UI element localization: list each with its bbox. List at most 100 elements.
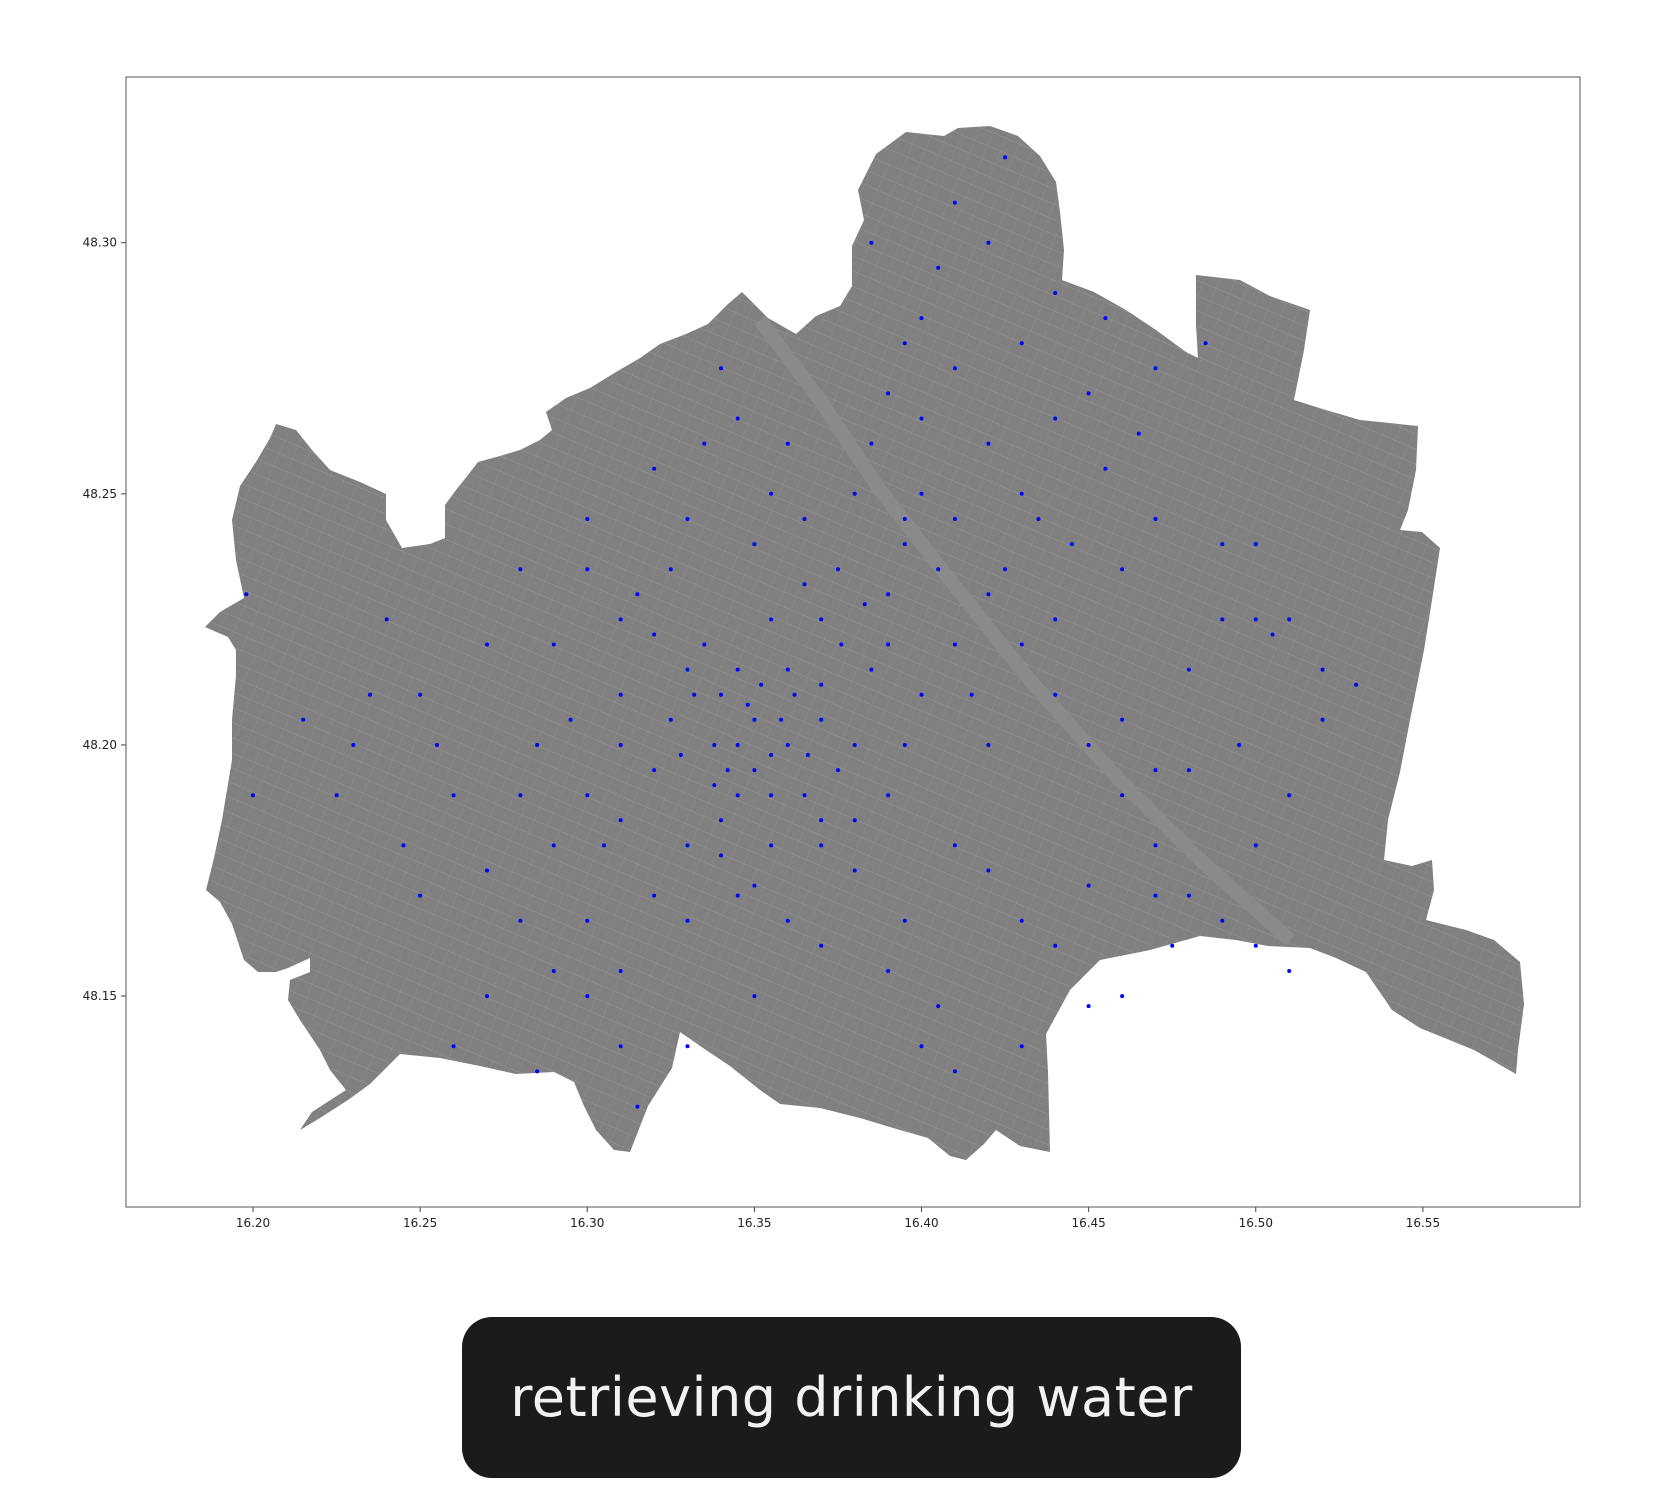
water-point (952, 1069, 957, 1074)
water-point (485, 994, 489, 999)
water-point (1253, 943, 1258, 948)
water-point (802, 582, 807, 587)
water-point (902, 918, 907, 923)
water-point (1203, 341, 1208, 346)
water-point (752, 717, 757, 722)
water-point (852, 868, 857, 873)
water-point (1086, 1004, 1091, 1009)
water-point (1253, 843, 1258, 848)
water-point (852, 818, 857, 823)
water-point (518, 793, 523, 798)
water-point (618, 1044, 623, 1049)
water-point (986, 441, 991, 446)
water-point (668, 717, 673, 722)
water-point (401, 843, 406, 848)
water-point (919, 416, 924, 421)
water-point (485, 642, 489, 647)
water-point (568, 717, 573, 722)
water-point (936, 265, 941, 270)
water-point (585, 994, 590, 999)
water-point (1086, 883, 1091, 888)
water-point (902, 542, 907, 547)
water-point (1136, 431, 1141, 436)
water-point (535, 743, 540, 747)
y-tick-label: 48.20 (83, 738, 117, 752)
water-point (1053, 617, 1058, 622)
water-point (1153, 843, 1158, 848)
water-point (886, 592, 891, 597)
water-point (1053, 291, 1058, 295)
water-point (1019, 642, 1024, 647)
water-point (652, 893, 657, 898)
water-point (886, 969, 891, 973)
water-point (919, 316, 924, 321)
water-point (551, 642, 556, 647)
water-point (1186, 768, 1191, 773)
water-point (1186, 667, 1191, 672)
water-point (685, 517, 690, 521)
water-point (785, 441, 790, 446)
water-point (719, 853, 723, 858)
water-point (836, 567, 840, 572)
water-point (1069, 542, 1074, 547)
water-point (668, 567, 673, 572)
water-point (819, 943, 824, 948)
water-point (719, 818, 723, 823)
water-point (585, 918, 590, 923)
water-point (451, 1044, 456, 1049)
water-point (785, 918, 790, 923)
water-point (1186, 893, 1191, 898)
water-point (725, 768, 730, 773)
water-point (735, 667, 740, 672)
map-plot: 16.20 16.25 16.30 16.35 16.40 16.45 16.50 16.55… (83, 76, 1581, 1230)
water-point (902, 743, 907, 747)
x-tick-label: 16.55 (1406, 1216, 1440, 1230)
water-point (585, 517, 590, 521)
water-point (518, 918, 523, 923)
water-point (618, 743, 623, 747)
water-point (919, 491, 924, 496)
drinking-water-points (244, 155, 1359, 1109)
water-point (836, 768, 840, 773)
water-point (685, 843, 690, 848)
water-point (535, 1069, 540, 1074)
caption-text: retrieving drinking water (510, 1366, 1193, 1429)
water-point (986, 240, 991, 245)
water-point (334, 793, 339, 798)
water-point (301, 717, 306, 722)
water-point (551, 843, 556, 848)
water-point (1120, 717, 1125, 722)
water-point (702, 642, 707, 647)
water-point (752, 994, 757, 999)
water-point (819, 818, 824, 823)
water-point (869, 441, 874, 446)
water-point (1036, 517, 1041, 521)
water-point (1086, 743, 1091, 747)
water-point (351, 743, 356, 747)
water-point (585, 567, 590, 572)
water-point (1170, 943, 1175, 948)
x-tick-label: 16.50 (1239, 1216, 1273, 1230)
water-point (678, 753, 683, 757)
water-point (1287, 617, 1292, 622)
water-point (652, 768, 657, 773)
city-area (205, 126, 1524, 1160)
water-point (1120, 994, 1125, 999)
water-point (952, 843, 957, 848)
water-point (769, 491, 774, 496)
water-point (852, 743, 857, 747)
water-point (839, 642, 844, 647)
water-point (936, 567, 941, 572)
water-point (802, 793, 807, 798)
water-point (1153, 366, 1158, 371)
water-point (244, 592, 249, 597)
water-point (719, 692, 723, 697)
water-point (779, 717, 784, 722)
water-point (1320, 717, 1325, 722)
water-point (1287, 969, 1292, 973)
water-point (368, 692, 372, 697)
water-point (618, 818, 623, 823)
water-point (919, 1044, 924, 1049)
water-point (652, 466, 657, 471)
water-point (952, 642, 957, 647)
